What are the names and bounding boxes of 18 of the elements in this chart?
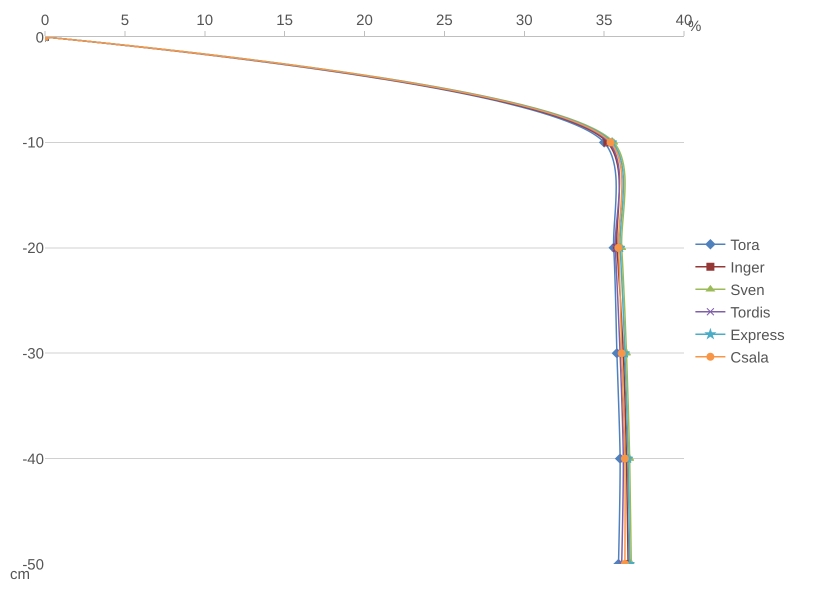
y-tick-label: -30 (22, 345, 44, 362)
legend-label: Csala (730, 350, 770, 367)
x-tick-label: 10 (196, 12, 214, 29)
x-tick-label: 25 (436, 12, 453, 29)
y-tick-label: -40 (22, 450, 44, 468)
legend-label: Sven (730, 282, 765, 300)
legend-label: Express (730, 327, 785, 344)
y-tick-label: -10 (22, 134, 44, 152)
x-tick-label: 20 (356, 12, 373, 29)
x-tick-label: 5 (120, 12, 130, 29)
legend-label: Tora (730, 237, 760, 254)
y-tick-label: 0 (36, 29, 44, 46)
y-tick-label: -20 (22, 240, 44, 258)
legend-label: Inger (730, 260, 765, 277)
x-tick-label: 35 (596, 12, 612, 29)
x-tick-label: 30 (516, 12, 533, 29)
x-tick-label: 15 (276, 12, 293, 29)
legend-label: Tordis (730, 304, 770, 322)
